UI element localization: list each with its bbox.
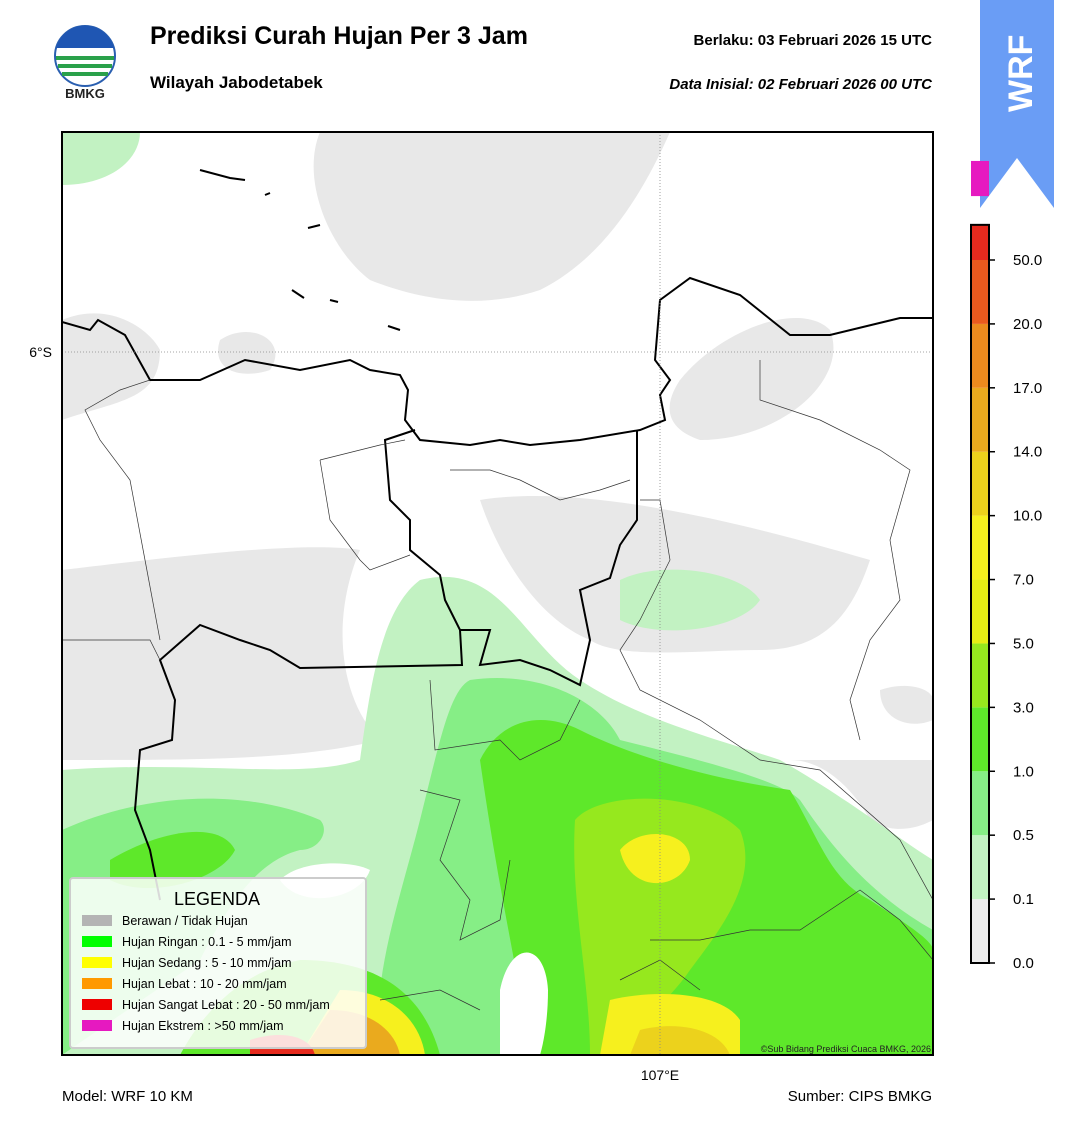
colorbar-segment [971,643,989,708]
colorbar-tick-label: 3.0 [1013,699,1034,716]
colorbar-segment [971,323,989,388]
source: Sumber: CIPS BMKG [788,1088,932,1105]
legend-label: Hujan Lebat : 10 - 20 mm/jam [122,977,287,991]
legend-label: Hujan Sangat Lebat : 20 - 50 mm/jam [122,998,330,1012]
init-time: Data Inisial: 02 Februari 2026 00 UTC [669,76,933,93]
colorbar-tick-label: 0.1 [1013,891,1034,908]
colorbar-frame [970,223,990,965]
colorbar-segment [971,579,989,644]
colorbar-tick-label: 20.0 [1013,316,1042,333]
colorbar-tick-label: 14.0 [1013,444,1042,461]
lat-label: 6°S [29,344,52,360]
legend-swatch [82,978,112,989]
colorbar-segment [971,260,989,324]
colorbar-tick-label: 1.0 [1013,763,1034,780]
colorbar-tick-label: 5.0 [1013,635,1034,652]
colorbar-tick-label: 10.0 [1013,508,1042,525]
legend-swatch [82,915,112,926]
legend-label: Berawan / Tidak Hujan [122,914,248,928]
model: Model: WRF 10 KM [62,1088,193,1105]
subtitle: Wilayah Jabodetabek [150,73,323,92]
legend-label: Hujan Ringan : 0.1 - 5 mm/jam [122,935,292,949]
colorbar-tick-label: 0.0 [1013,955,1034,972]
legend-swatch [82,957,112,968]
badge-text: WRF [1002,35,1040,112]
colorbar-segment [971,771,989,836]
credit: ©Sub Bidang Prediksi Cuaca BMKG, 2026 [761,1044,931,1054]
colorbar-segment [971,515,989,580]
legend-swatch [82,936,112,947]
colorbar-segment [971,899,989,963]
logo-text: BMKG [65,86,105,101]
legend: LEGENDA Berawan / Tidak Hujan Hujan Ringa… [69,877,367,1049]
legend-swatch [82,999,112,1010]
colorbar-segment [971,160,989,197]
lon-label: 107°E [641,1067,679,1083]
colorbar-segment [971,707,989,772]
legend-swatch [82,1020,112,1031]
colorbar-segment [971,387,989,452]
colorbar-tick-label: 50.0 [1013,252,1042,269]
valid-time: Berlaku: 03 Februari 2026 15 UTC [694,32,933,49]
colorbar-tick-label: 0.5 [1013,827,1034,844]
logo: BMKG [54,25,116,101]
colorbar-segment [971,224,989,260]
colorbar-segment [971,451,989,516]
title: Prediksi Curah Hujan Per 3 Jam [150,22,528,50]
map-frame [61,131,934,1056]
colorbar-segment [971,835,989,900]
colorbar-tick-label: 7.0 [1013,572,1034,589]
legend-label: Hujan Sedang : 5 - 10 mm/jam [122,956,292,970]
colorbar: 0.0 0.1 0.5 1.0 3.0 5.0 7.0 10.0 14.0 17.0 20.0 50.… [970,160,1042,972]
legend-title: LEGENDA [174,889,260,909]
badge [980,0,1054,208]
colorbar-tick-label: 17.0 [1013,380,1042,397]
legend-label: Hujan Ekstrem : >50 mm/jam [122,1019,284,1033]
